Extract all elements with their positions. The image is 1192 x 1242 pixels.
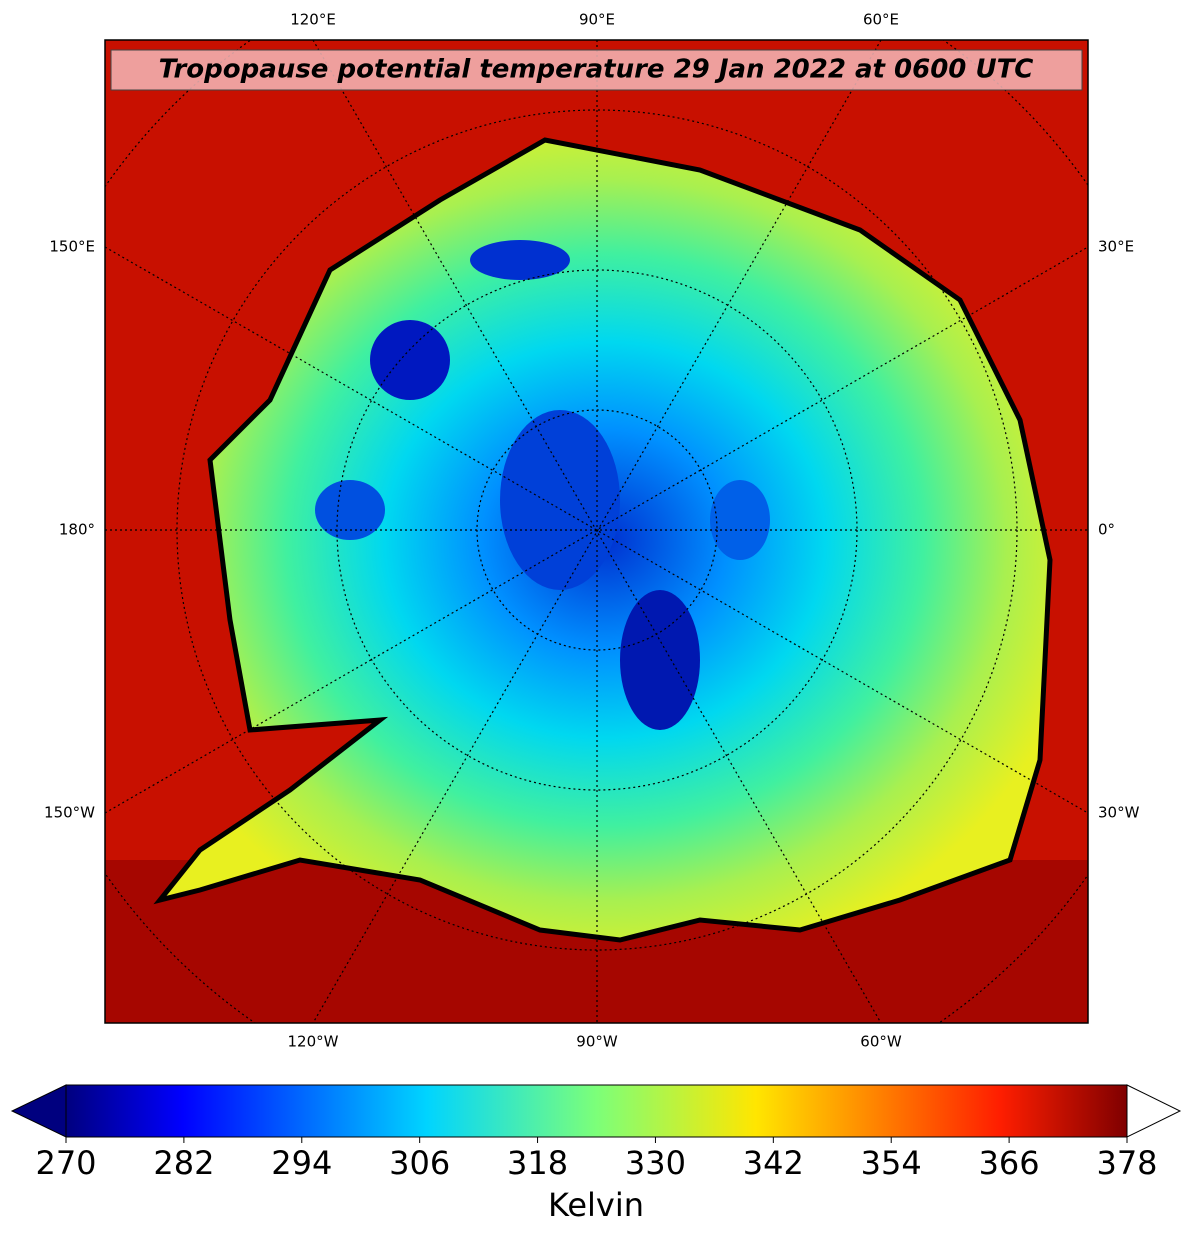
lon-label: 120°W: [288, 1033, 339, 1051]
low-vortex: [620, 590, 700, 730]
colorbar-tick-label: 354: [861, 1144, 922, 1182]
lat-label: 150°W: [44, 804, 95, 822]
lat-label: 0°: [1098, 521, 1115, 539]
colorbar-tick-label: 318: [507, 1144, 568, 1182]
colorbar-tick-label: 378: [1096, 1144, 1157, 1182]
lat-label: 30°E: [1098, 238, 1134, 256]
colorbar-tick-label: 294: [271, 1144, 332, 1182]
lat-label: 30°W: [1098, 804, 1140, 822]
low-vortex: [470, 240, 570, 280]
map: [105, 40, 1088, 1023]
colorbar-tick-label: 342: [743, 1144, 804, 1182]
colorbar: [65, 1084, 1128, 1138]
colorbar-tick-label: 270: [35, 1144, 96, 1182]
title-box: [110, 49, 1083, 91]
title: Tropopause potential temperature 29 Jan …: [159, 55, 1034, 85]
colorbar-tick-label: 366: [979, 1144, 1040, 1182]
low-vortex: [315, 480, 385, 540]
colorbar-tick-label: 282: [153, 1144, 214, 1182]
colorbar-extend-low: [10, 1084, 67, 1138]
colorbar-tick-label: 306: [389, 1144, 450, 1182]
graticule: [105, 40, 1088, 1023]
colorbar-extend-high: [1126, 1084, 1182, 1138]
low-vortex: [710, 480, 770, 560]
lon-label: 60°W: [860, 1033, 902, 1051]
lon-label: 60°E: [863, 11, 899, 29]
lat-label: 150°E: [49, 238, 95, 256]
lon-label: 120°E: [290, 11, 336, 29]
low-vortex: [370, 320, 450, 400]
map-frame: [104, 39, 1089, 1024]
low-vortex: [500, 410, 620, 590]
colorbar-tick-label: 330: [625, 1144, 686, 1182]
lat-label: 180°: [59, 521, 95, 539]
lon-label: 90°E: [579, 11, 615, 29]
colorbar-label: Kelvin: [548, 1186, 644, 1224]
lon-label: 90°W: [576, 1033, 618, 1051]
